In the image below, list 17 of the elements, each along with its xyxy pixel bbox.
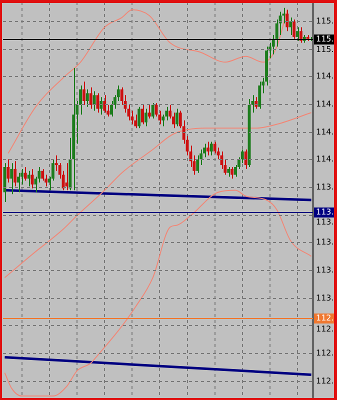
text: 113.	[316, 266, 334, 275]
text: 115.	[316, 16, 334, 26]
text: 113.	[316, 294, 334, 303]
text: 114.	[316, 72, 334, 81]
text: 113.	[316, 182, 334, 192]
text: 115.	[316, 44, 334, 54]
text: 112.	[316, 348, 334, 358]
text: 114.	[316, 128, 334, 137]
text: 115.	[316, 34, 334, 44]
text: 114.	[316, 154, 334, 164]
text: 113.	[316, 218, 334, 227]
text: 112.	[316, 376, 334, 386]
text: 112.	[316, 314, 334, 323]
text: 114.	[316, 100, 334, 109]
text: 113.	[316, 238, 334, 247]
text: 113.	[316, 208, 334, 217]
text: 112.	[316, 324, 334, 334]
